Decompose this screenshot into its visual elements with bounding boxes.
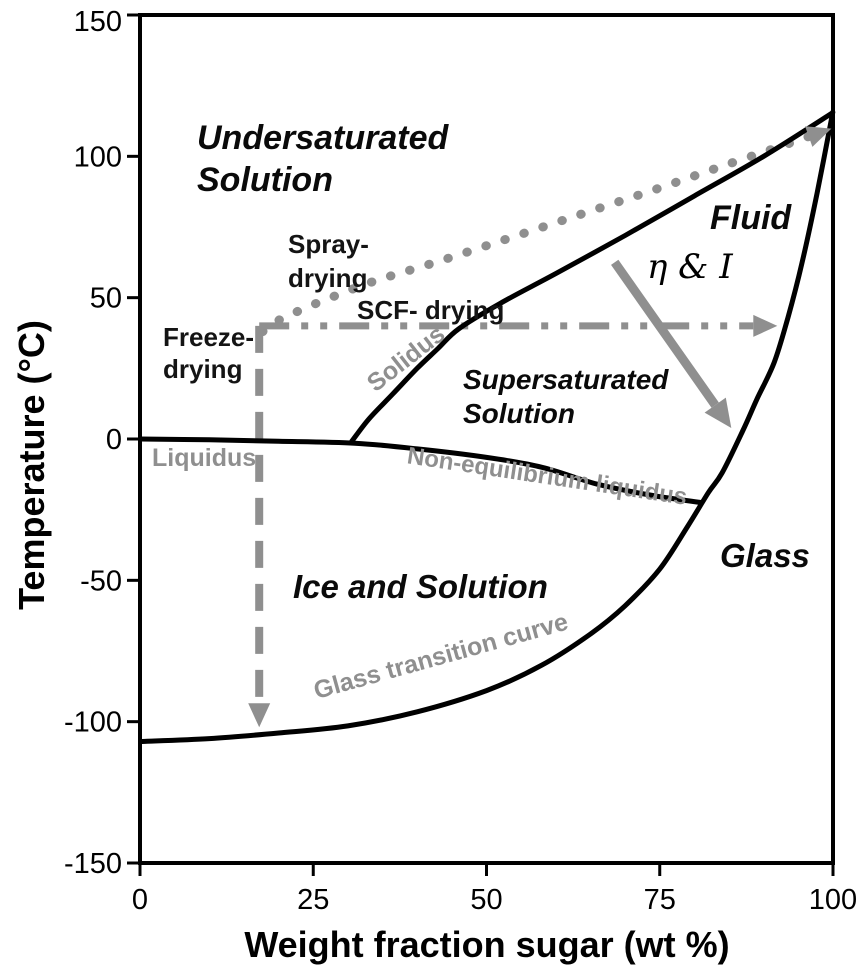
x-tick-label: 25: [297, 884, 329, 916]
eta-curve: [611, 259, 719, 408]
label-freeze-drying-line2: drying: [163, 354, 242, 384]
region-undersaturated-solution-line1: Undersaturated: [197, 119, 450, 157]
y-tick-label: -150: [64, 848, 122, 880]
x-tick-label: 50: [470, 884, 502, 916]
x-tick-label: 100: [809, 884, 857, 916]
x-tick-label: 0: [132, 884, 148, 916]
x-axis-title: Weight fraction sugar (wt %): [244, 924, 729, 965]
glass-curve: [139, 110, 836, 744]
curve-label-solidus: Solidus: [362, 320, 450, 398]
curve-label-non-equilibrium-liquidus: Non-equilibrium liquidus: [405, 442, 689, 510]
label-eta-and-i: η & I: [647, 247, 733, 287]
x-tick-label: 75: [644, 884, 676, 916]
plot-generated-layer: 150 100 50 0 -50 -100 -150 0 25 50 75 100: [64, 6, 857, 916]
y-axis-title: Temperature (°C): [11, 320, 52, 610]
y-tick-label: -50: [80, 565, 122, 597]
y-tick-label: -100: [64, 707, 122, 739]
scf-arrowhead: [753, 314, 778, 337]
y-tick-label: 150: [74, 6, 122, 38]
label-spray-drying-line2: drying: [288, 263, 367, 293]
label-scf-drying: SCF- drying: [357, 295, 504, 325]
eta-arrowhead: [704, 397, 732, 428]
y-tick-label: 0: [106, 424, 122, 456]
region-glass: Glass: [720, 537, 810, 574]
solidus-curve: [349, 110, 835, 444]
freeze-arrowhead: [248, 703, 271, 728]
region-supersaturated-solution-line1: Supersaturated: [463, 364, 669, 395]
curve-label-glass-transition: Glass transition curve: [311, 608, 572, 705]
curve-label-liquidus: Liquidus: [152, 444, 256, 472]
spray-curve: [258, 132, 814, 337]
label-freeze-drying-line1: Freeze-: [163, 322, 254, 352]
region-ice-and-solution: Ice and Solution: [293, 568, 548, 605]
liquidus-curve: [139, 436, 702, 506]
label-spray-drying-line1: Spray-: [288, 229, 369, 259]
spray-arrowhead: [805, 126, 832, 147]
y-tick-label: 100: [74, 141, 122, 173]
region-undersaturated-solution-line2: Solution: [197, 161, 333, 199]
region-fluid: Fluid: [710, 199, 792, 237]
y-tick-label: 50: [90, 283, 122, 315]
region-supersaturated-solution-line2: Solution: [463, 398, 575, 429]
